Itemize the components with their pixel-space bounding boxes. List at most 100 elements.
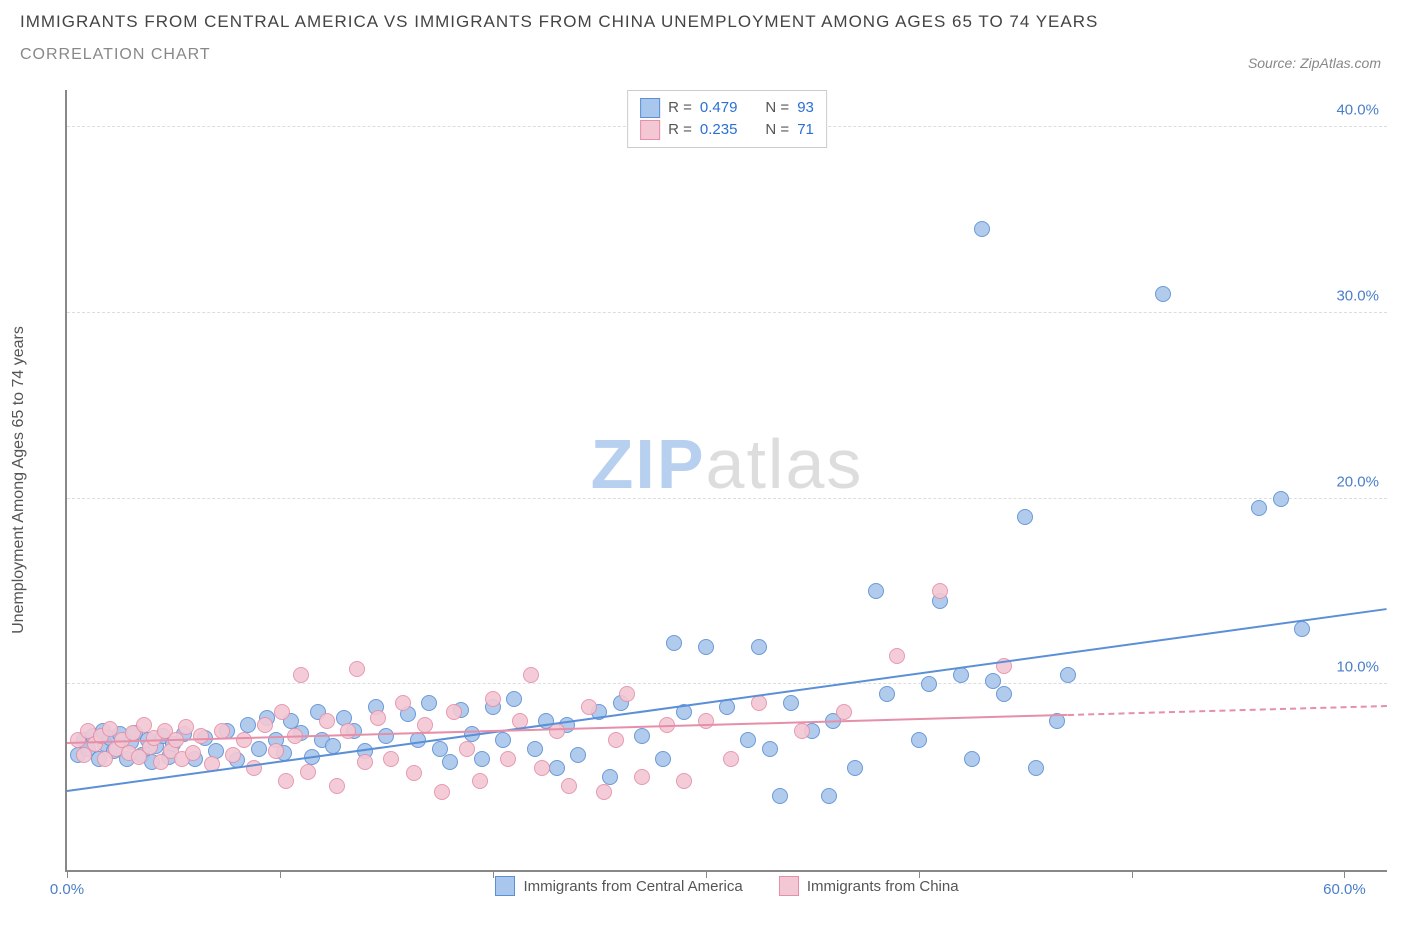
scatter-point-china xyxy=(534,760,550,776)
legend-label-central-america: Immigrants from Central America xyxy=(523,878,742,895)
scatter-point-china xyxy=(300,764,316,780)
r-label: R = xyxy=(668,119,692,141)
watermark-right: atlas xyxy=(706,425,864,503)
scatter-point-central_america xyxy=(602,769,618,785)
scatter-point-central_america xyxy=(655,751,671,767)
y-tick-label: 10.0% xyxy=(1336,659,1379,676)
scatter-point-central_america xyxy=(868,583,884,599)
scatter-point-china xyxy=(836,704,852,720)
scatter-point-central_america xyxy=(495,732,511,748)
legend-swatch-central-america-icon xyxy=(495,876,515,896)
chart-title-line2: CORRELATION CHART xyxy=(20,46,1386,64)
n-label: N = xyxy=(765,97,789,119)
scatter-point-china xyxy=(619,686,635,702)
scatter-point-central_america xyxy=(1251,500,1267,516)
scatter-point-china xyxy=(340,723,356,739)
scatter-point-china xyxy=(278,773,294,789)
x-tick xyxy=(1344,870,1345,878)
scatter-plot-area: ZIPatlas R = 0.479 N = 93 R = 0.235 N = … xyxy=(65,90,1387,872)
scatter-point-china xyxy=(596,784,612,800)
scatter-point-china xyxy=(932,583,948,599)
scatter-point-central_america xyxy=(474,751,490,767)
n-label: N = xyxy=(765,119,789,141)
scatter-point-china xyxy=(459,741,475,757)
correlation-legend-row-2: R = 0.235 N = 71 xyxy=(640,119,814,141)
scatter-point-central_america xyxy=(698,639,714,655)
legend-item-china: Immigrants from China xyxy=(779,876,959,896)
scatter-point-central_america xyxy=(634,728,650,744)
scatter-point-central_america xyxy=(1294,621,1310,637)
x-tick xyxy=(493,870,494,878)
x-tick xyxy=(280,870,281,878)
legend-item-central-america: Immigrants from Central America xyxy=(495,876,742,896)
scatter-point-china xyxy=(370,710,386,726)
y-tick-label: 20.0% xyxy=(1336,473,1379,490)
scatter-point-china xyxy=(500,751,516,767)
scatter-point-china xyxy=(257,717,273,733)
y-axis-label: Unemployment Among Ages 65 to 74 years xyxy=(10,326,28,634)
correlation-legend-row-1: R = 0.479 N = 93 xyxy=(640,97,814,119)
scatter-point-central_america xyxy=(549,760,565,776)
y-tick-label: 30.0% xyxy=(1336,287,1379,304)
scatter-point-china xyxy=(274,704,290,720)
scatter-point-central_america xyxy=(974,221,990,237)
scatter-point-china xyxy=(472,773,488,789)
scatter-point-central_america xyxy=(506,691,522,707)
scatter-point-central_america xyxy=(240,717,256,733)
r-label: R = xyxy=(668,97,692,119)
scatter-point-china xyxy=(446,704,462,720)
scatter-point-china xyxy=(608,732,624,748)
scatter-point-china xyxy=(395,695,411,711)
scatter-point-central_america xyxy=(772,788,788,804)
x-tick xyxy=(67,870,68,878)
scatter-point-china xyxy=(406,765,422,781)
scatter-point-central_america xyxy=(821,788,837,804)
scatter-point-china xyxy=(383,751,399,767)
scatter-point-china xyxy=(329,778,345,794)
scatter-point-central_america xyxy=(751,639,767,655)
x-tick-label: 0.0% xyxy=(50,881,84,898)
chart-title-line1: IMMIGRANTS FROM CENTRAL AMERICA VS IMMIG… xyxy=(20,12,1386,32)
scatter-point-china xyxy=(523,667,539,683)
scatter-point-central_america xyxy=(378,728,394,744)
legend-swatch-china xyxy=(640,120,660,140)
scatter-point-central_america xyxy=(1273,491,1289,507)
scatter-point-central_america xyxy=(421,695,437,711)
trend-line xyxy=(1068,705,1387,716)
correlation-legend: R = 0.479 N = 93 R = 0.235 N = 71 xyxy=(627,90,827,148)
scatter-point-china xyxy=(581,699,597,715)
x-tick-label: 60.0% xyxy=(1323,881,1366,898)
scatter-point-china xyxy=(293,667,309,683)
scatter-point-central_america xyxy=(527,741,543,757)
scatter-point-china xyxy=(485,691,501,707)
scatter-point-china xyxy=(178,719,194,735)
scatter-point-china xyxy=(723,751,739,767)
source-name: ZipAtlas.com xyxy=(1300,55,1381,71)
scatter-point-central_america xyxy=(442,754,458,770)
scatter-point-china xyxy=(193,728,209,744)
watermark-left: ZIP xyxy=(591,425,706,503)
scatter-point-central_america xyxy=(996,686,1012,702)
watermark: ZIPatlas xyxy=(591,424,864,504)
source-attribution: Source: ZipAtlas.com xyxy=(1248,55,1381,71)
x-tick xyxy=(919,870,920,878)
x-tick xyxy=(1132,870,1133,878)
scatter-point-central_america xyxy=(1060,667,1076,683)
source-prefix: Source: xyxy=(1248,55,1300,71)
scatter-point-central_america xyxy=(570,747,586,763)
scatter-point-central_america xyxy=(740,732,756,748)
grid-line xyxy=(67,312,1387,313)
y-tick-label: 40.0% xyxy=(1336,102,1379,119)
n-value-central-america: 93 xyxy=(797,97,814,119)
scatter-point-central_america xyxy=(847,760,863,776)
x-tick xyxy=(706,870,707,878)
scatter-point-central_america xyxy=(666,635,682,651)
scatter-point-china xyxy=(634,769,650,785)
legend-swatch-china-icon xyxy=(779,876,799,896)
scatter-point-china xyxy=(889,648,905,664)
scatter-point-china xyxy=(434,784,450,800)
r-value-central-america: 0.479 xyxy=(700,97,738,119)
scatter-point-central_america xyxy=(783,695,799,711)
scatter-point-central_america xyxy=(1155,286,1171,302)
legend-swatch-central-america xyxy=(640,98,660,118)
